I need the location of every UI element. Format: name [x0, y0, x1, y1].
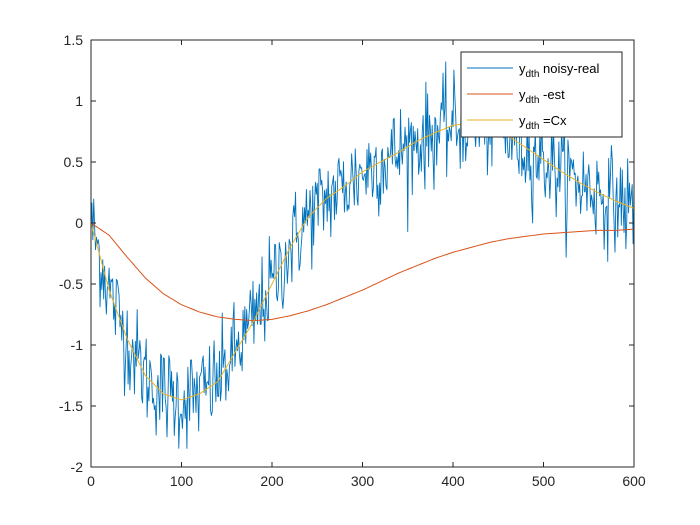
- series-est: [90, 222, 635, 322]
- series-noisy-real: [90, 60, 635, 449]
- legend-main-noisy-real: y: [519, 61, 526, 76]
- x-tick-label: 0: [87, 473, 95, 489]
- x-tick-label: 400: [441, 473, 465, 489]
- legend-sub-cx: dth: [526, 121, 540, 132]
- series-layer: [90, 60, 635, 449]
- x-tick-label: 100: [170, 473, 194, 489]
- y-tick-label: -0.5: [59, 276, 83, 292]
- y-tick-label: -1: [71, 337, 84, 353]
- x-tick-label: 300: [351, 473, 375, 489]
- legend-sub-noisy-real: dth: [526, 69, 540, 80]
- legend-suffix-noisy-real: noisy-real: [539, 61, 599, 76]
- y-tick-label: 0.5: [64, 154, 84, 170]
- y-tick-label: -2: [71, 459, 84, 475]
- legend-main-cx: y: [519, 113, 526, 128]
- x-axis-tick-labels: 0 100 200 300 400 500 600: [87, 473, 646, 489]
- legend-label-est: ydth -est: [519, 87, 565, 106]
- y-tick-label: 1: [75, 93, 83, 109]
- legend-label-cx: ydth =Cx: [519, 113, 567, 132]
- y-tick-label: 1.5: [64, 32, 84, 48]
- x-tick-label: 200: [260, 473, 284, 489]
- legend-suffix-est: -est: [539, 87, 565, 102]
- legend-main-est: y: [519, 87, 526, 102]
- tick-layer: [90, 39, 635, 468]
- legend: ydth noisy-real ydth -est ydth =Cx: [460, 51, 623, 138]
- legend-label-noisy-real: ydth noisy-real: [519, 61, 599, 80]
- x-tick-label: 500: [532, 473, 556, 489]
- legend-suffix-cx: =Cx: [539, 113, 567, 128]
- y-axis-tick-labels: -2 -1.5 -1 -0.5 0 0.5 1 1.5: [59, 32, 83, 475]
- y-tick-label: -1.5: [59, 398, 83, 414]
- x-tick-label: 600: [622, 473, 646, 489]
- y-tick-label: 0: [75, 215, 83, 231]
- legend-sub-est: dth: [526, 95, 540, 106]
- series-cx: [90, 122, 635, 401]
